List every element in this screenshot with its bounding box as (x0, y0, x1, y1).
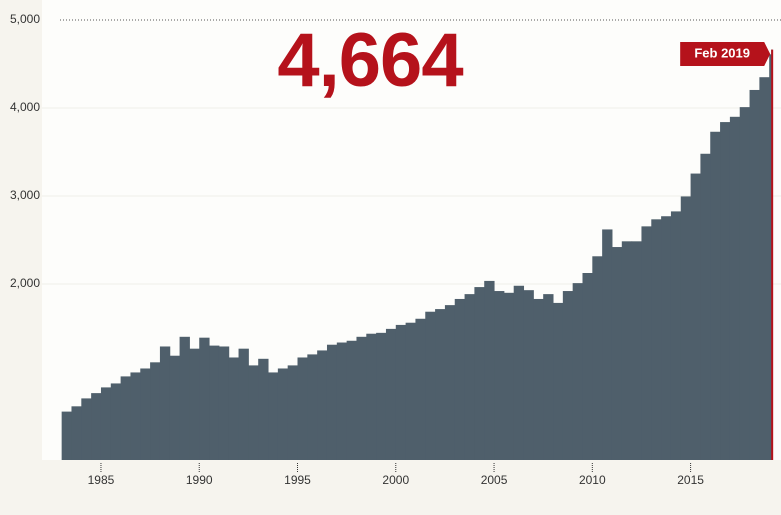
area-step (326, 344, 338, 460)
area-step (464, 294, 475, 460)
x-tick-label: 1990 (186, 473, 213, 487)
area-step (513, 285, 525, 460)
area-step (100, 387, 112, 460)
area-step (385, 328, 397, 460)
area-step (238, 348, 249, 460)
area-step (543, 294, 554, 460)
area-step (61, 411, 72, 460)
area-step (572, 283, 583, 460)
area-step (670, 211, 682, 460)
area-step (179, 336, 190, 460)
area-step (169, 355, 181, 460)
area-step (720, 122, 731, 460)
area-step (336, 342, 348, 460)
area-step (562, 291, 574, 460)
y-tick-label: 4,000 (10, 100, 40, 114)
area-step (484, 280, 495, 460)
area-step (140, 368, 151, 460)
area-step (749, 89, 760, 461)
area-step (553, 302, 564, 460)
area-step (435, 309, 446, 460)
area-step (641, 226, 652, 460)
area-step (739, 107, 751, 461)
area-step (710, 131, 721, 460)
area-step (611, 247, 623, 460)
area-step (268, 372, 279, 460)
area-step (150, 362, 161, 460)
area-step (228, 357, 240, 460)
area-step (769, 54, 772, 460)
area-step (218, 346, 230, 460)
area-step (454, 298, 466, 460)
y-tick-label: 2,000 (10, 276, 40, 290)
area-step (533, 298, 544, 460)
area-step (700, 153, 711, 460)
area-step (287, 365, 299, 460)
area-step (494, 291, 505, 460)
area-step (395, 324, 407, 460)
area-step (159, 346, 171, 460)
area-step (425, 311, 436, 460)
area-step (592, 256, 603, 460)
area-step (405, 322, 416, 460)
area-step (523, 290, 534, 460)
area-step (189, 348, 200, 460)
area-step (759, 77, 770, 460)
area-step (651, 219, 662, 460)
area-step (474, 287, 485, 460)
flag-label: Feb 2019 (694, 45, 750, 60)
area-step (415, 318, 426, 460)
area-step (444, 305, 456, 460)
area-step (277, 368, 289, 460)
area-step (199, 337, 210, 460)
area-step (110, 383, 122, 460)
area-step (209, 345, 220, 460)
area-step (621, 241, 633, 460)
area-step (503, 292, 515, 460)
x-tick-label: 2005 (481, 473, 508, 487)
area-step (297, 357, 308, 460)
current-value: 4,664 (277, 18, 463, 103)
area-step (91, 393, 102, 460)
area-step (130, 372, 141, 460)
flag-box (680, 42, 771, 66)
area-step (680, 196, 692, 460)
area-step (376, 332, 387, 460)
area-step (690, 173, 701, 460)
area-step (317, 350, 328, 460)
x-tick-label: 2010 (579, 473, 606, 487)
area-step (729, 116, 741, 461)
date-flag: Feb 2019 (680, 42, 771, 66)
area-step (258, 358, 269, 460)
area-step (307, 354, 318, 460)
area-step (582, 273, 593, 460)
y-tick-label: 5,000 (10, 12, 40, 26)
area-step (81, 398, 92, 460)
area-step (248, 365, 259, 460)
area-step (366, 333, 377, 460)
area-step (602, 229, 613, 460)
x-tick-label: 1985 (88, 473, 115, 487)
area-step (120, 376, 131, 460)
area-step (71, 406, 82, 460)
area-step (356, 336, 367, 460)
x-tick-label: 2015 (677, 473, 704, 487)
x-tick-label: 2000 (382, 473, 409, 487)
area-step (661, 216, 672, 460)
x-tick-label: 1995 (284, 473, 311, 487)
area-step (631, 241, 642, 460)
area-step (346, 340, 357, 460)
y-tick-label: 3,000 (10, 188, 40, 202)
